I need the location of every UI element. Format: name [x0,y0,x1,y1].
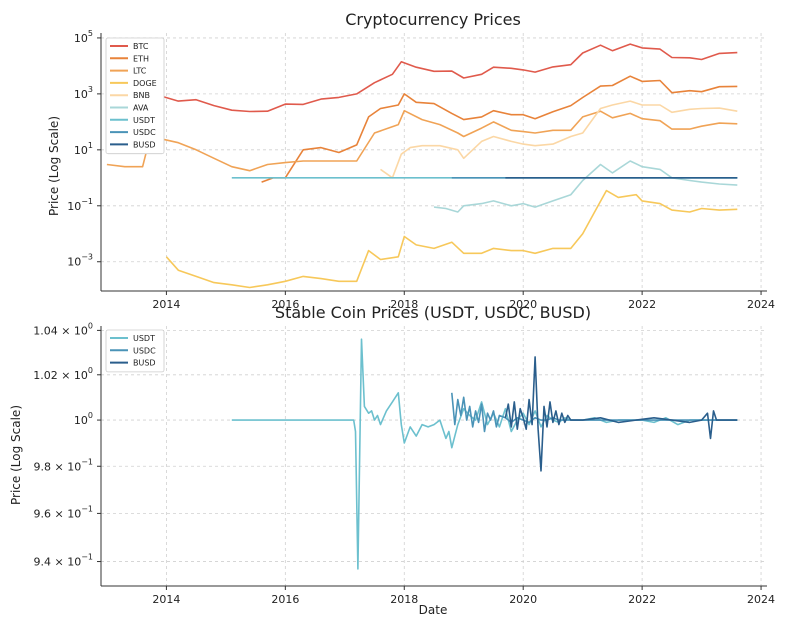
x-tick-label: 2022 [628,593,656,606]
legend-frame [105,37,165,155]
x-tick-label: 2024 [747,298,775,311]
x-tick-label: 2018 [390,298,418,311]
chart-title: Stable Coin Prices (USDT, USDC, BUSD) [275,303,591,322]
y-tick-label: 101 [74,141,93,157]
y-tick-label: 10−3 [67,253,93,269]
series-line-btc [106,43,738,121]
x-tick-label: 2014 [152,593,180,606]
y-tick-label: 100 [74,411,93,427]
y-tick-label: 1.02 × 100 [33,366,93,382]
x-tick-label: 2020 [509,298,537,311]
legend-label: USDT [133,334,155,343]
y-tick-label: 9.8 × 10−1 [34,457,94,473]
x-axis-label: Date [419,603,448,617]
legend-frame [105,329,165,373]
series-line-ava [433,160,738,213]
y-axis-label: Price (Log Scale) [47,116,61,216]
legend-label: AVA [133,104,149,113]
series-line-eth [261,75,738,183]
x-tick-label: 2022 [628,298,656,311]
y-tick-label: 103 [74,85,93,101]
legend-label: USDC [133,128,156,137]
crypto-prices-panel: Cryptocurrency Prices Price (Log Scale) … [47,10,775,311]
y-tick-label: 10−1 [67,197,93,213]
x-tick-label: 2016 [271,593,299,606]
legend-label: LTC [133,67,147,76]
legend-label: ETH [133,54,149,63]
series-line-ltc [106,109,738,172]
y-tick-label: 9.6 × 10−1 [34,504,94,520]
x-tick-label: 2016 [271,298,299,311]
x-tick-label: 2020 [509,593,537,606]
x-tick-label: 2024 [747,593,775,606]
y-tick-label: 9.4 × 10−1 [34,553,94,569]
y-tick-label: 1.04 × 100 [33,321,93,337]
series-line-bnb [380,100,738,179]
stablecoin-prices-panel: Stable Coin Prices (USDT, USDC, BUSD) Pr… [9,303,775,617]
legend-label: BUSD [133,140,156,149]
legend: BTC ETH LTC DOGE BNB AVA USDT USDC BUSD [105,37,165,155]
y-tick-label: 105 [74,29,93,45]
x-tick-label: 2014 [152,298,180,311]
legend-label: USDC [133,346,156,355]
x-tick-label: 2018 [390,593,418,606]
legend-label: BUSD [133,359,156,368]
legend-label: USDT [133,116,155,125]
legend-label: BTC [133,42,149,51]
legend: USDT USDC BUSD [105,329,165,373]
chart-title: Cryptocurrency Prices [345,10,521,29]
legend-label: DOGE [133,79,157,88]
series-line-busd [504,356,738,472]
series-line-doge [165,189,738,289]
legend-label: BNB [133,91,150,100]
y-axis-label: Price (Log Scale) [9,405,23,505]
